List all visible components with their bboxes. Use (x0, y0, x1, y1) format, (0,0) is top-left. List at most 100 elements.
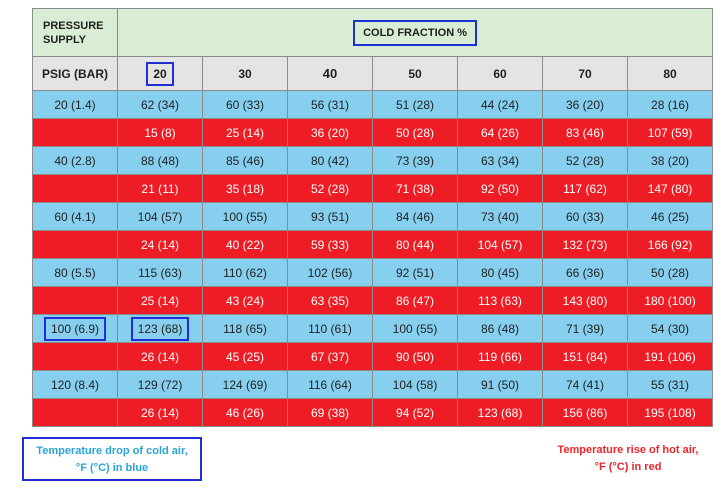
hot-temp-cell: 123 (68) (457, 398, 543, 427)
hot-temp-cell: 45 (25) (202, 342, 288, 371)
cold-temp-cell: 56 (31) (287, 90, 373, 119)
cold-temp-cell: 73 (39) (372, 146, 458, 175)
empty-pressure-cell (32, 398, 118, 427)
fraction-20-highlight: 20 (146, 61, 174, 86)
cold-temp-cell: 110 (61) (287, 314, 373, 343)
cold-temp-cell: 63 (34) (457, 146, 543, 175)
header-row-top: PRESSURE SUPPLY COLD FRACTION % (32, 8, 714, 57)
cold-temp-cell: 38 (20) (626, 146, 714, 175)
cold-temp-cell: 100 (55) (202, 202, 288, 231)
hot-row: 24 (14) 40 (22) 59 (33) 80 (44) 104 (57) 132 … (32, 230, 714, 259)
hot-temp-cell: 191 (106) (626, 342, 714, 371)
pressure-cell: 40 (2.8) (32, 146, 118, 175)
cold-temp-cell: 74 (41) (542, 370, 628, 399)
pressure-highlight: 100 (6.9) (43, 316, 107, 341)
hot-temp-cell: 43 (24) (202, 286, 288, 315)
fraction-header-30: 30 (202, 56, 288, 91)
hot-temp-cell: 67 (37) (287, 342, 373, 371)
pressure-cell: 80 (5.5) (32, 258, 118, 287)
hot-temp-cell: 92 (50) (457, 174, 543, 203)
hot-temp-cell: 107 (59) (626, 118, 714, 147)
hot-row: 26 (14) 46 (26) 69 (38) 94 (52) 123 (68) 156 … (32, 398, 714, 427)
hot-temp-cell: 46 (26) (202, 398, 288, 427)
pressure-cell: 100 (6.9) (32, 314, 118, 343)
fraction-header-50: 50 (372, 56, 458, 91)
hot-temp-cell: 59 (33) (287, 230, 373, 259)
cold-temp-cell: 52 (28) (542, 146, 628, 175)
cold-temp-cell: 55 (31) (626, 370, 714, 399)
cold-temp-cell: 60 (33) (542, 202, 628, 231)
hot-temp-cell: 21 (11) (117, 174, 203, 203)
hot-temp-cell: 80 (44) (372, 230, 458, 259)
cold-temp-cell: 84 (46) (372, 202, 458, 231)
hot-temp-cell: 156 (86) (542, 398, 628, 427)
cold-temp-cell: 85 (46) (202, 146, 288, 175)
hot-temp-cell: 36 (20) (287, 118, 373, 147)
cold-temp-cell: 46 (25) (626, 202, 714, 231)
table-body: PRESSURE SUPPLY COLD FRACTION % PSIG (BA… (32, 8, 714, 427)
empty-pressure-cell (32, 118, 118, 147)
cold-row: 40 (2.8) 88 (48) 85 (46) 80 (42) 73 (39) 63 (… (32, 146, 714, 175)
hot-row: 21 (11) 35 (18) 52 (28) 71 (38) 92 (50) 117 (… (32, 174, 714, 203)
hot-temp-cell: 24 (14) (117, 230, 203, 259)
cold-temp-cell: 36 (20) (542, 90, 628, 119)
cold-temp-cell: 118 (65) (202, 314, 288, 343)
cold-temp-cell: 80 (45) (457, 258, 543, 287)
legend-hot-air: Temperature rise of hot air, °F (°C) in … (540, 442, 716, 476)
hot-row: 15 (8) 25 (14) 36 (20) 50 (28) 64 (26) 83 (46… (32, 118, 714, 147)
cold-temp-cell: 102 (56) (287, 258, 373, 287)
cold-fraction-header: COLD FRACTION % (353, 19, 477, 46)
cold-temp-cell: 60 (33) (202, 90, 288, 119)
fraction-header-40: 40 (287, 56, 373, 91)
cold-row: 80 (5.5) 115 (63) 110 (62) 102 (56) 92 (51) 8… (32, 258, 714, 287)
header-row-fractions: PSIG (BAR) 20 30 40 50 60 70 80 (32, 56, 714, 91)
empty-pressure-cell (32, 342, 118, 371)
hot-temp-cell: 52 (28) (287, 174, 373, 203)
hot-temp-cell: 132 (73) (542, 230, 628, 259)
hot-temp-cell: 64 (26) (457, 118, 543, 147)
hot-temp-cell: 117 (62) (542, 174, 628, 203)
legend-cold-line1: Temperature drop of cold air, (36, 445, 188, 457)
pressure-cell: 60 (4.1) (32, 202, 118, 231)
cold-temp-cell: 80 (42) (287, 146, 373, 175)
legend-cold-line2: °F (°C) in blue (75, 462, 149, 474)
cold-temp-cell: 116 (64) (287, 370, 373, 399)
pressure-cell: 20 (1.4) (32, 90, 118, 119)
fraction-header-70: 70 (542, 56, 628, 91)
cold-temp-cell: 93 (51) (287, 202, 373, 231)
hot-temp-cell: 35 (18) (202, 174, 288, 203)
fraction-header-80: 80 (626, 56, 714, 91)
hot-temp-cell: 25 (14) (117, 286, 203, 315)
empty-pressure-cell (32, 174, 118, 203)
fraction-header-60: 60 (457, 56, 543, 91)
cold-row: 60 (4.1) 104 (57) 100 (55) 93 (51) 84 (46) 73… (32, 202, 714, 231)
hot-temp-cell: 26 (14) (117, 342, 203, 371)
hot-row: 25 (14) 43 (24) 63 (35) 86 (47) 113 (63) 143 … (32, 286, 714, 315)
cold-temp-cell: 51 (28) (372, 90, 458, 119)
hot-temp-cell: 151 (84) (542, 342, 628, 371)
hot-temp-cell: 90 (50) (372, 342, 458, 371)
cold-temp-cell: 91 (50) (457, 370, 543, 399)
hot-temp-cell: 71 (38) (372, 174, 458, 203)
empty-pressure-cell (32, 286, 118, 315)
cold-temp-cell: 104 (57) (117, 202, 203, 231)
cold-temp-cell: 115 (63) (117, 258, 203, 287)
cold-temp-cell: 54 (30) (626, 314, 714, 343)
hot-temp-cell: 195 (108) (626, 398, 714, 427)
hot-temp-cell: 25 (14) (202, 118, 288, 147)
legend-hot-line1: Temperature rise of hot air, (557, 444, 699, 456)
cold-temp-cell: 50 (28) (626, 258, 714, 287)
legend-hot-line2: °F (°C) in red (594, 461, 662, 473)
hot-temp-cell: 166 (92) (626, 230, 714, 259)
psig-bar-header: PSIG (BAR) (32, 56, 118, 91)
cold-temp-cell: 28 (16) (626, 90, 714, 119)
cold-temp-cell: 62 (34) (117, 90, 203, 119)
pressure-cell: 120 (8.4) (32, 370, 118, 399)
hot-temp-cell: 180 (100) (626, 286, 714, 315)
hot-temp-cell: 40 (22) (202, 230, 288, 259)
hot-temp-cell: 113 (63) (457, 286, 543, 315)
cold-temp-cell: 88 (48) (117, 146, 203, 175)
empty-pressure-cell (32, 230, 118, 259)
hot-temp-cell: 119 (66) (457, 342, 543, 371)
cold-temp-cell: 92 (51) (372, 258, 458, 287)
